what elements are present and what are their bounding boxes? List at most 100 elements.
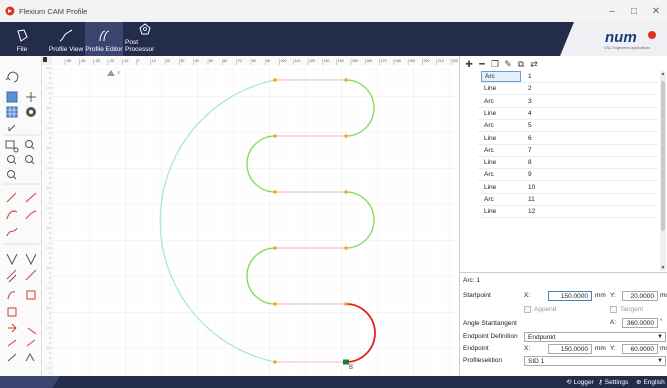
measure-icon[interactable] bbox=[8, 124, 16, 132]
drawing-canvas[interactable]: -50 -40 -30 -20 -10 0 10 20 30 40 50 60 70 80 90 100 110… bbox=[42, 56, 458, 376]
copy-tool-icon[interactable] bbox=[7, 307, 17, 317]
minimize-button[interactable]: – bbox=[609, 5, 615, 17]
segment-type: Line bbox=[484, 159, 497, 167]
endpoint-definition-select[interactable]: Endpunkt ▼ bbox=[524, 332, 666, 342]
crosshair-icon[interactable] bbox=[26, 92, 36, 102]
scale-tool-icon[interactable] bbox=[7, 339, 17, 347]
join-tool-icon[interactable] bbox=[25, 352, 35, 362]
copy-segment-icon[interactable]: ❐ bbox=[490, 58, 500, 69]
end-point-label: B bbox=[349, 365, 353, 371]
list-item[interactable]: Arc 11 bbox=[478, 194, 658, 206]
profile-outer-arc[interactable] bbox=[159, 79, 276, 363]
profile-lines[interactable] bbox=[275, 79, 346, 363]
language-button[interactable]: ⊕ English bbox=[636, 378, 665, 387]
list-item[interactable]: Line 2 bbox=[478, 83, 658, 96]
move-tool-icon[interactable] bbox=[8, 323, 17, 333]
circle-snap-icon[interactable] bbox=[26, 107, 36, 117]
list-item[interactable]: Line 10 bbox=[478, 182, 658, 194]
tangent-checkbox[interactable] bbox=[610, 306, 617, 313]
selected-arc[interactable] bbox=[345, 303, 376, 363]
fillet-tool-icon[interactable] bbox=[6, 269, 17, 283]
line-angle-tool-icon[interactable] bbox=[25, 192, 37, 203]
list-item[interactable]: Arc 7 bbox=[478, 145, 658, 157]
end-point-marker[interactable] bbox=[343, 359, 349, 365]
rotate-tool-icon[interactable] bbox=[27, 327, 37, 335]
curve-tool-icon[interactable] bbox=[6, 227, 18, 237]
ruler-label: 90 bbox=[266, 59, 270, 63]
tab-profile-editor-label: Profile Editor bbox=[85, 46, 123, 53]
offset-tool-icon[interactable] bbox=[7, 291, 16, 300]
segment-number: 3 bbox=[528, 97, 532, 105]
arc-tool-icon[interactable] bbox=[6, 210, 18, 220]
list-item[interactable]: Arc 1 bbox=[478, 71, 658, 83]
zoom-fit-icon[interactable] bbox=[25, 140, 35, 150]
segment-type: Line bbox=[484, 208, 497, 216]
segment-number: 11 bbox=[528, 196, 535, 203]
end-y-input[interactable]: 60.0000 bbox=[622, 344, 658, 354]
globe-icon: ⊕ bbox=[636, 379, 642, 386]
reverse-segment-icon[interactable]: ⇄ bbox=[530, 58, 538, 69]
arc-tangent-tool-icon[interactable] bbox=[25, 210, 37, 220]
logger-button[interactable]: ⟲ Logger bbox=[566, 378, 594, 387]
end-x-input[interactable]: 150.0000 bbox=[548, 344, 592, 354]
segment-type: Arc bbox=[484, 171, 494, 179]
select-tool-icon[interactable] bbox=[6, 91, 18, 103]
rotate-view-icon[interactable] bbox=[5, 71, 19, 83]
settings-button[interactable]: ⚷ Settings bbox=[598, 378, 629, 387]
ruler-label: -50 bbox=[66, 59, 71, 63]
settings-icon: ⚷ bbox=[598, 379, 603, 386]
profile-view-icon bbox=[59, 29, 73, 42]
array-tool-icon[interactable] bbox=[26, 339, 36, 347]
segment-type: Arc bbox=[484, 122, 494, 130]
segment-list[interactable]: Arc 1 Line 2 Arc 3 Line 4 Arc 5 Line 6 Arc 7 Line 8 Arc 9… bbox=[478, 71, 658, 271]
start-x-input[interactable]: 150.0000 bbox=[548, 291, 592, 301]
maximize-button[interactable]: □ bbox=[630, 5, 638, 17]
tab-profile-view[interactable]: Profile View bbox=[48, 22, 84, 56]
close-button[interactable]: ✕ bbox=[651, 5, 661, 17]
list-item[interactable]: Line 4 bbox=[478, 108, 658, 120]
remove-segment-icon[interactable]: ━ bbox=[479, 58, 485, 69]
list-item[interactable]: Arc 3 bbox=[478, 96, 658, 108]
add-segment-icon[interactable]: ✚ bbox=[465, 58, 473, 69]
profile-nodes[interactable] bbox=[273, 78, 348, 364]
extend-tool-icon[interactable] bbox=[25, 253, 37, 266]
angle-input[interactable]: 360.0000 bbox=[622, 318, 658, 328]
move-segment-icon[interactable]: ⧉ bbox=[517, 58, 525, 69]
ruler-label: 100 bbox=[281, 59, 287, 63]
list-item[interactable]: Arc 5 bbox=[478, 120, 658, 133]
list-item[interactable]: Line 6 bbox=[478, 133, 658, 145]
tab-file-label: File bbox=[16, 46, 28, 53]
mirror-tool-icon[interactable] bbox=[26, 290, 36, 300]
trim-tool-icon[interactable] bbox=[6, 253, 18, 266]
tab-file[interactable]: File bbox=[8, 22, 36, 56]
profile-section-select[interactable]: SID 1 ▼ bbox=[524, 356, 666, 366]
start-y-input[interactable]: 20.0000 bbox=[622, 291, 658, 301]
split-tool-icon[interactable] bbox=[7, 353, 17, 362]
ruler-label: -40 bbox=[80, 59, 85, 63]
append-checkbox[interactable] bbox=[524, 306, 531, 313]
ruler-label: -20 bbox=[109, 59, 114, 63]
segment-type: Line bbox=[484, 134, 497, 142]
scrollbar-thumb[interactable] bbox=[661, 81, 665, 231]
ruler-label: 70 bbox=[238, 59, 242, 63]
zoom-all-icon[interactable] bbox=[7, 170, 17, 180]
tab-profile-editor[interactable]: Profile Editor bbox=[85, 22, 123, 56]
ruler-label: 40 bbox=[195, 59, 199, 63]
ruler-label: 10 bbox=[152, 59, 156, 63]
line-tool-icon[interactable] bbox=[6, 192, 17, 203]
zoom-in-icon[interactable] bbox=[7, 155, 17, 165]
list-item[interactable]: Arc 9 bbox=[478, 169, 658, 182]
zoom-window-icon[interactable] bbox=[5, 140, 19, 153]
chamfer-tool-icon[interactable] bbox=[25, 269, 37, 281]
settings-label: Settings bbox=[604, 378, 629, 386]
list-item[interactable]: Line 8 bbox=[478, 157, 658, 170]
zoom-out-icon[interactable] bbox=[25, 155, 35, 165]
ruler-label: 120 bbox=[309, 59, 315, 63]
ruler-label: -10 bbox=[123, 59, 128, 63]
segment-list-scrollbar[interactable]: ▲ ▼ bbox=[660, 71, 666, 271]
edit-segment-icon[interactable]: ✎ bbox=[504, 58, 512, 69]
grid-icon[interactable] bbox=[6, 106, 18, 118]
tab-post-processor[interactable]: Post Processor bbox=[125, 22, 165, 56]
profile-arcs[interactable] bbox=[246, 79, 375, 305]
list-item[interactable]: Line 12 bbox=[478, 206, 658, 219]
